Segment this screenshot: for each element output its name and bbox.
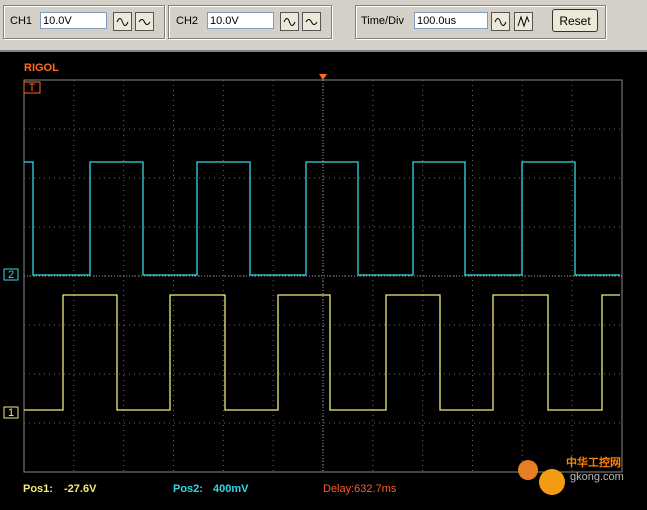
time-dc-button[interactable]: [514, 12, 533, 31]
ch1-volts-input[interactable]: 10.0V: [40, 12, 107, 29]
timediv-label: Time/Div: [361, 15, 404, 27]
logo-gear: [518, 460, 538, 480]
time-group: [355, 5, 606, 39]
ch2-volts-input[interactable]: 10.0V: [207, 12, 274, 29]
ch1-group: [3, 5, 165, 39]
pos1-label: Pos1:: [23, 483, 53, 495]
toolbar: CH1 10.0V CH2 10.0V Time/Div 100.0us Res…: [0, 0, 647, 52]
delay: Delay:632.7ms: [323, 483, 397, 495]
ch2-marker-label: 2: [8, 269, 14, 281]
ch2-marker: [3, 268, 19, 281]
ch2-group: [168, 5, 332, 39]
timediv-input[interactable]: 100.0us: [414, 12, 488, 29]
scope-screen: RIGOL T 2 1 Pos1: -27.6V Pos2: 400mV Del…: [3, 62, 624, 495]
ch1-marker-label: 1: [8, 407, 14, 419]
reset-button[interactable]: Reset: [552, 9, 598, 32]
trigger-position: [319, 74, 327, 80]
ch2-dc-button[interactable]: [302, 12, 321, 31]
pos1-value: -27.6V: [64, 483, 97, 495]
watermark-cn: 中华工控网: [566, 455, 621, 469]
ch1-waveform: [24, 294, 620, 411]
watermark-url: gkong.com: [570, 471, 624, 483]
brand: RIGOL: [24, 62, 59, 74]
trigger-marker-label: T: [29, 82, 36, 94]
pos2-value: 400mV: [213, 483, 249, 495]
ch1-dc-button[interactable]: [135, 12, 154, 31]
ch1-marker: [3, 406, 19, 419]
pos2-label: Pos2:: [173, 483, 203, 495]
ch2-waveform: [24, 161, 620, 276]
logo-gear: [539, 469, 565, 495]
ch1-ac-button[interactable]: [113, 12, 132, 31]
ch2-label: CH2: [176, 15, 199, 27]
trigger-marker: [23, 81, 41, 94]
time-ac-button[interactable]: [491, 12, 510, 31]
ch2-ac-button[interactable]: [280, 12, 299, 31]
ch1-label: CH1: [10, 15, 33, 27]
